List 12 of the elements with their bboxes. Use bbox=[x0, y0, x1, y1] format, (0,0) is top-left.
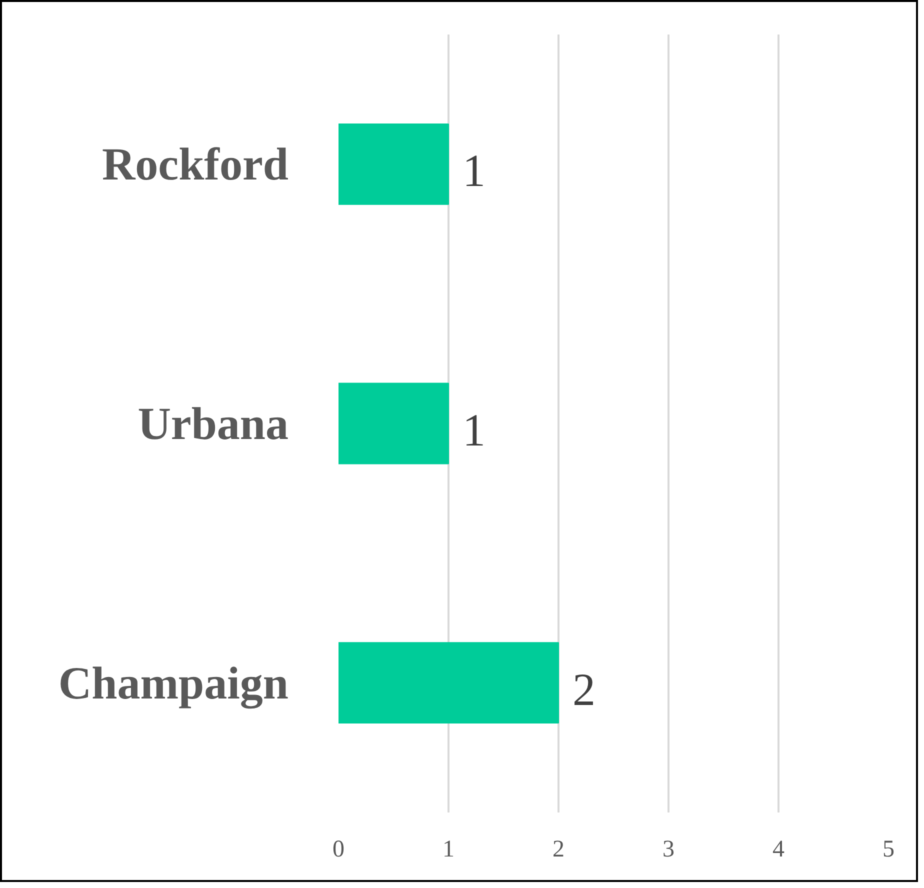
y-tick-label: Rockford bbox=[102, 138, 289, 190]
x-tick-label: 1 bbox=[442, 836, 454, 862]
x-tick-label: 3 bbox=[662, 836, 674, 862]
y-tick-label: Urbana bbox=[138, 398, 289, 449]
data-label: 2 bbox=[572, 664, 596, 715]
y-tick-label: Champaign bbox=[58, 657, 289, 710]
x-tick-label: 4 bbox=[772, 836, 784, 862]
x-tick-label: 0 bbox=[332, 836, 344, 862]
data-label: 1 bbox=[462, 404, 486, 456]
data-label: 1 bbox=[462, 145, 486, 196]
x-tick-label: 2 bbox=[552, 836, 564, 862]
x-tick-label: 5 bbox=[882, 836, 894, 862]
